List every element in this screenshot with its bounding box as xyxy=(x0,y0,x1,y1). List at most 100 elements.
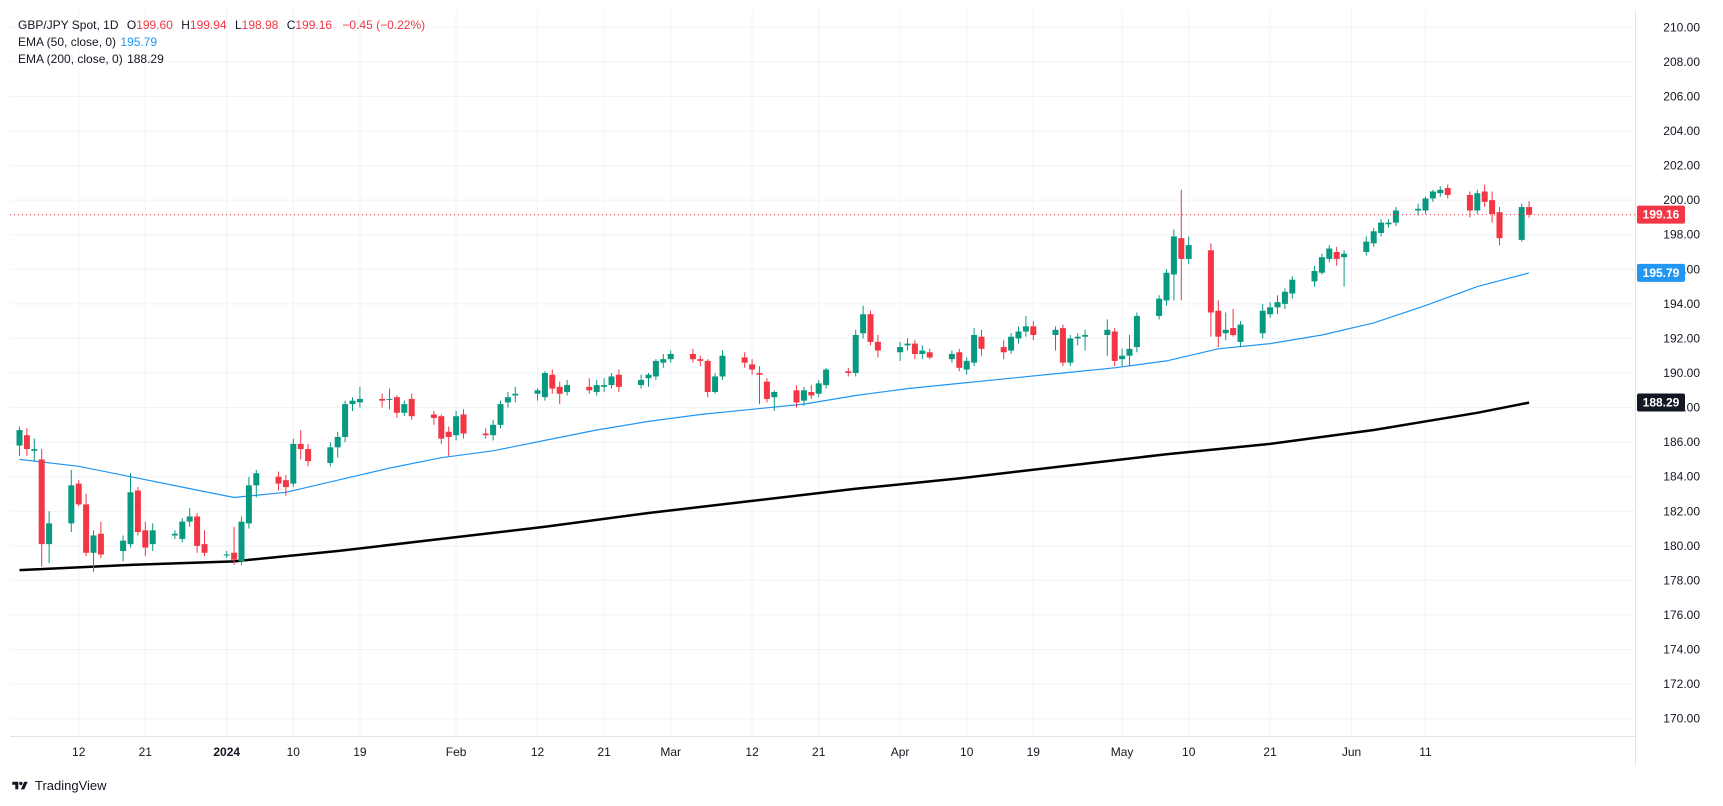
x-tick-label: 12 xyxy=(72,745,86,759)
x-tick-label: 12 xyxy=(745,745,759,759)
candle-body-up xyxy=(1341,253,1348,258)
candle-body-up xyxy=(852,334,859,373)
y-tick-label: 204.00 xyxy=(1663,124,1700,138)
candle-body-down xyxy=(1207,250,1214,313)
close-label: C xyxy=(286,18,296,32)
candle-body-up xyxy=(860,314,867,334)
candle-body-down xyxy=(956,352,963,368)
candle-body-up xyxy=(712,376,719,393)
ema200-line xyxy=(19,401,1530,572)
candle-body-down xyxy=(911,343,918,354)
y-tick-label: 180.00 xyxy=(1663,539,1700,553)
candle-body-up xyxy=(971,334,978,363)
candle-body-up xyxy=(564,385,571,393)
x-tick-label: 21 xyxy=(139,745,153,759)
candle-body-up xyxy=(897,347,904,353)
candle-body-up xyxy=(1185,245,1192,259)
candle-body-up xyxy=(1267,307,1274,315)
candle-body-up xyxy=(800,390,807,401)
x-tick-label: 19 xyxy=(1027,745,1041,759)
high-label: H xyxy=(181,18,190,32)
x-tick-label: 10 xyxy=(960,745,974,759)
candle-body-up xyxy=(1237,324,1244,342)
candle-body-down xyxy=(549,374,556,389)
y-tick-label: 190.00 xyxy=(1663,366,1700,380)
candle-body-up xyxy=(1281,291,1288,304)
x-tick-label: 21 xyxy=(1263,745,1277,759)
candle-body-down xyxy=(926,352,933,358)
x-tick-label: Feb xyxy=(446,745,467,759)
candle-body-up xyxy=(1378,222,1385,233)
candle-body-down xyxy=(704,360,711,393)
ema50-value: 195.79 xyxy=(120,35,158,49)
y-tick-label: 176.00 xyxy=(1663,608,1700,622)
tradingview-brand[interactable]: TradingView xyxy=(10,778,107,793)
y-tick-label: 200.00 xyxy=(1663,193,1700,207)
candle-body-up xyxy=(1074,336,1081,339)
candle-body-up xyxy=(1119,355,1126,360)
candle-body-up xyxy=(1474,193,1481,211)
candle-body-down xyxy=(38,459,45,545)
candle-body-down xyxy=(1333,252,1340,259)
candle-body-up xyxy=(1274,302,1281,308)
ema200-tag-label: 188.29 xyxy=(1643,396,1680,410)
candle-body-up xyxy=(652,360,659,377)
low-value: 198.98 xyxy=(241,18,279,32)
y-tick-label: 194.00 xyxy=(1663,297,1700,311)
legend-ema50-row[interactable]: EMA (50, close, 0) 195.79 xyxy=(18,34,425,51)
candle-body-up xyxy=(1422,198,1429,211)
change-value: −0.45 (−0.22%) xyxy=(342,18,426,32)
candle-body-up xyxy=(1259,310,1266,334)
candle-body-up xyxy=(356,398,363,403)
candle-body-up xyxy=(1156,298,1163,316)
tradingview-logo-icon xyxy=(12,781,28,789)
candle-body-up xyxy=(608,376,615,386)
candle-body-down xyxy=(305,449,312,462)
candle-body-up xyxy=(386,398,393,400)
candle-body-up xyxy=(823,369,830,386)
ema200-tag-bg xyxy=(1637,393,1685,412)
y-tick-label: 198.00 xyxy=(1663,228,1700,242)
legend-ema200-row[interactable]: EMA (200, close, 0) 188.29 xyxy=(18,51,425,68)
x-tick-label: 21 xyxy=(812,745,826,759)
candle-body-down xyxy=(874,341,881,351)
y-tick-label: 172.00 xyxy=(1663,677,1700,691)
candle-body-up xyxy=(120,540,127,552)
close-value: 199.16 xyxy=(295,18,333,32)
candle-body-down xyxy=(1230,328,1237,335)
low-label: L xyxy=(234,18,242,32)
candle-body-up xyxy=(593,385,600,393)
candle-body-up xyxy=(223,554,230,556)
candle-body-down xyxy=(23,435,30,450)
ema50-tag-bg xyxy=(1637,263,1685,282)
candle-body-down xyxy=(586,386,593,391)
chart-legend: GBP/JPY Spot, 1D O199.60 H199.94 L198.98… xyxy=(18,17,425,68)
candle-body-up xyxy=(90,535,97,553)
candle-body-down xyxy=(763,381,770,399)
candle-body-up xyxy=(490,424,497,436)
candle-body-up xyxy=(719,355,726,377)
candle-body-up xyxy=(453,416,460,436)
candle-body-down xyxy=(134,490,141,533)
candle-body-down xyxy=(379,398,386,401)
candle-body-down xyxy=(75,483,82,505)
ema200-label: EMA (200, close, 0) xyxy=(18,52,123,66)
candle-body-down xyxy=(689,353,696,360)
candle-body-up xyxy=(512,393,519,396)
candle-body-up xyxy=(238,521,245,562)
candle-body-up xyxy=(1067,338,1074,363)
candle-body-down xyxy=(756,373,763,375)
candle-body-up xyxy=(1363,241,1370,252)
high-value: 199.94 xyxy=(189,18,227,32)
symbol-label[interactable]: GBP/JPY Spot, 1D xyxy=(18,18,119,32)
candle-body-down xyxy=(275,476,282,484)
candle-body-up xyxy=(1015,331,1022,339)
candle-body-down xyxy=(793,390,800,403)
candle-body-up xyxy=(149,530,156,545)
candle-body-up xyxy=(645,374,652,379)
candle-body-up xyxy=(1429,191,1436,199)
y-tick-label: 174.00 xyxy=(1663,643,1700,657)
candle-body-up xyxy=(1392,210,1399,223)
